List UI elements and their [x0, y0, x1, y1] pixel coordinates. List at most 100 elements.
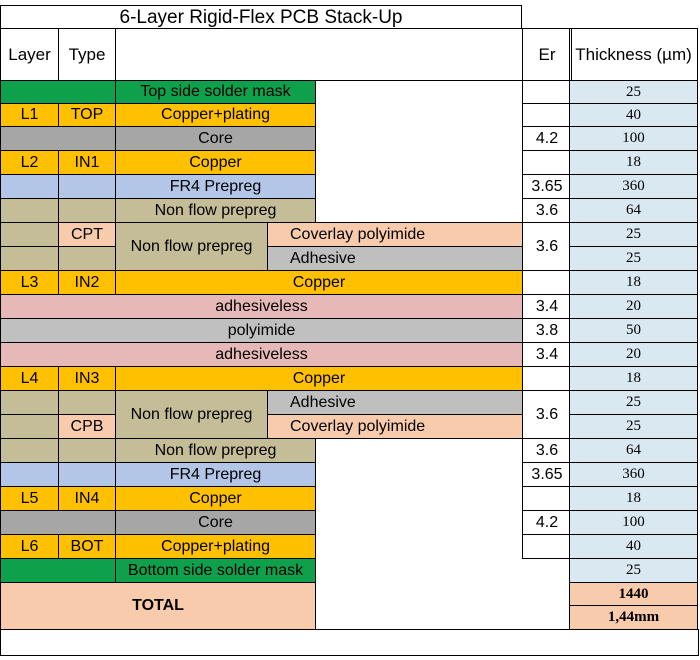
l2-thickness: 18 — [569, 150, 698, 175]
top-mask-er — [522, 80, 572, 104]
header-er: Er — [522, 28, 572, 81]
cpb-adhesive-thickness: 25 — [569, 390, 698, 415]
header-thickness: Thickness (µm) — [569, 28, 698, 81]
cpb-coverlay-thickness: 25 — [569, 414, 698, 439]
polyimide-er: 3.8 — [522, 318, 572, 343]
cpb-nonflow-material: Non flow prepreg — [115, 390, 268, 439]
fr4-2-layer-cell — [0, 462, 59, 487]
l4-er — [522, 366, 572, 391]
polyimide-material: polyimide — [0, 318, 523, 343]
nf1-er: 3.6 — [522, 198, 572, 223]
cpt-coverlay-material: Coverlay polyimide — [267, 222, 523, 247]
adhesiveless-1-thickness: 20 — [569, 294, 698, 319]
l5-type: IN4 — [58, 486, 116, 511]
fr4-1-thickness: 360 — [569, 174, 698, 199]
l2-type: IN1 — [58, 150, 116, 175]
l1-er — [522, 103, 572, 127]
l5-er — [522, 486, 572, 511]
cpb-layer-cell-2 — [0, 414, 59, 439]
l2-material: Copper — [115, 150, 316, 175]
l1-thickness: 40 — [569, 103, 698, 127]
adhesiveless-2-er: 3.4 — [522, 342, 572, 367]
l5-thickness: 18 — [569, 486, 698, 511]
total-thickness-mm: 1,44mm — [569, 605, 698, 630]
l3-er — [522, 270, 572, 295]
nf2-layer-cell — [0, 438, 59, 463]
bottom-mask-material: Bottom side solder mask — [115, 558, 316, 583]
l5-layer: L5 — [0, 486, 59, 511]
nf1-thickness: 64 — [569, 198, 698, 223]
core2-er: 4.2 — [522, 510, 572, 535]
cpt-layer-cell-2 — [0, 246, 59, 271]
adhesiveless-2-thickness: 20 — [569, 342, 698, 367]
cpt-nonflow-material: Non flow prepreg — [115, 222, 268, 271]
cpt-type-cell-2 — [58, 246, 116, 271]
cpt-adhesive-material: Adhesive — [267, 246, 523, 271]
adhesiveless-1-er: 3.4 — [522, 294, 572, 319]
cpb-type-cell-1 — [58, 390, 116, 415]
l1-material: Copper+plating — [115, 103, 316, 127]
cpt-coverlay-thickness: 25 — [569, 222, 698, 247]
top-mask-layer-cell — [0, 80, 116, 104]
l1-layer: L1 — [0, 103, 59, 127]
nf1-layer-cell — [0, 198, 59, 223]
fr4-2-er: 3.65 — [522, 462, 572, 487]
core1-layer-cell — [0, 126, 116, 151]
nf2-er: 3.6 — [522, 438, 572, 463]
cpt-type: CPT — [58, 222, 116, 247]
nf2-thickness: 64 — [569, 438, 698, 463]
l5-material: Copper — [115, 486, 316, 511]
l4-type: IN3 — [58, 366, 116, 391]
nf1-type-cell — [58, 198, 116, 223]
header-type: Type — [58, 28, 116, 81]
cpb-er: 3.6 — [522, 390, 572, 439]
fr4-1-material: FR4 Prepreg — [115, 174, 316, 199]
l6-layer: L6 — [0, 534, 59, 559]
nf1-material: Non flow prepreg — [115, 198, 316, 223]
core1-thickness: 100 — [569, 126, 698, 151]
adhesiveless-2-material: adhesiveless — [0, 342, 523, 367]
page-title: 6-Layer Rigid-Flex PCB Stack-Up — [0, 5, 522, 29]
top-mask-thickness: 25 — [569, 80, 698, 104]
l1-type: TOP — [58, 103, 116, 127]
core1-er: 4.2 — [522, 126, 572, 151]
cpt-adhesive-thickness: 25 — [569, 246, 698, 271]
fr4-1-layer-cell — [0, 174, 59, 199]
l6-thickness: 40 — [569, 534, 698, 559]
fr4-2-material: FR4 Prepreg — [115, 462, 316, 487]
l4-thickness: 18 — [569, 366, 698, 391]
cpb-layer-cell-1 — [0, 390, 59, 415]
l2-er — [522, 150, 572, 175]
polyimide-thickness: 50 — [569, 318, 698, 343]
cpt-layer-cell-1 — [0, 222, 59, 247]
l2-layer: L2 — [0, 150, 59, 175]
empty-footer-row — [0, 629, 699, 656]
adhesiveless-1-material: adhesiveless — [0, 294, 523, 319]
l4-layer: L4 — [0, 366, 59, 391]
l3-layer: L3 — [0, 270, 59, 295]
fr4-1-er: 3.65 — [522, 174, 572, 199]
nf2-material: Non flow prepreg — [115, 438, 316, 463]
total-thickness-um: 1440 — [569, 582, 698, 606]
cpb-type: CPB — [58, 414, 116, 439]
l6-material: Copper+plating — [115, 534, 316, 559]
bottom-mask-layer-cell — [0, 558, 116, 583]
core2-thickness: 100 — [569, 510, 698, 535]
header-material — [115, 28, 523, 81]
fr4-2-type-cell — [58, 462, 116, 487]
bottom-mask-thickness: 25 — [569, 558, 698, 583]
l6-type: BOT — [58, 534, 116, 559]
fr4-1-type-cell — [58, 174, 116, 199]
core2-material: Core — [115, 510, 316, 535]
l3-type: IN2 — [58, 270, 116, 295]
cpb-adhesive-material: Adhesive — [267, 390, 523, 415]
l3-thickness: 18 — [569, 270, 698, 295]
cpb-coverlay-material: Coverlay polyimide — [267, 414, 523, 439]
l4-material: Copper — [115, 366, 523, 391]
top-mask-material: Top side solder mask — [115, 80, 316, 104]
cpt-er: 3.6 — [522, 222, 572, 271]
l3-material: Copper — [115, 270, 523, 295]
total-label: TOTAL — [0, 582, 316, 630]
core1-material: Core — [115, 126, 316, 151]
nf2-type-cell — [58, 438, 116, 463]
